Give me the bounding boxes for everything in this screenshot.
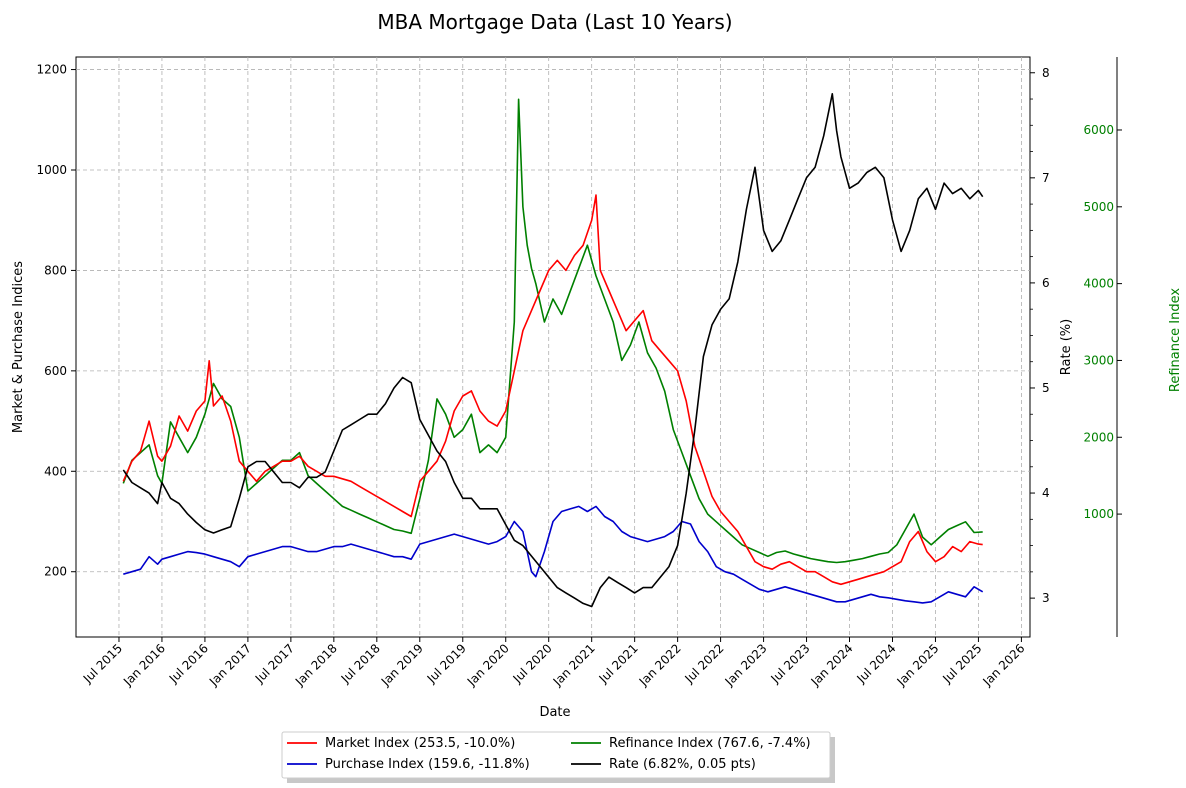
far-right-tick-label: 6000 <box>1083 123 1114 137</box>
purchase-index-line <box>123 505 984 604</box>
x-tick-label: Jan 2019 <box>378 641 426 689</box>
x-tick-label: Jul 2024 <box>853 641 898 686</box>
left-tick-label: 200 <box>44 565 67 579</box>
x-tick-label: Jul 2023 <box>768 641 813 686</box>
x-tick-label: Jul 2019 <box>424 641 469 686</box>
x-tick-label: Jul 2022 <box>682 641 727 686</box>
x-tick-label: Jul 2016 <box>166 641 211 686</box>
x-tick-label: Jan 2020 <box>464 641 512 689</box>
far-right-tick-label: 1000 <box>1083 507 1114 521</box>
x-tick-label: Jan 2018 <box>292 641 340 689</box>
right-tick-label: 3 <box>1042 591 1050 605</box>
market-index-line <box>122 194 983 586</box>
legend-box <box>281 731 831 779</box>
series-layer <box>122 93 984 608</box>
plot-frame <box>75 56 1031 638</box>
x-tick-label: Jul 2018 <box>338 641 383 686</box>
x-tick-label: Jul 2015 <box>80 641 125 686</box>
far-right-tick-label: 5000 <box>1083 200 1114 214</box>
right-axis-title: Rate (%) <box>1059 319 1074 375</box>
x-tick-label: Jul 2025 <box>939 641 984 686</box>
left-tick-label: 400 <box>44 464 67 478</box>
x-tick-label: Jul 2017 <box>252 641 297 686</box>
right-tick-label: 5 <box>1042 381 1050 395</box>
x-tick-label: Jan 2023 <box>722 641 770 689</box>
far-right-tick-label: 3000 <box>1083 353 1114 367</box>
rate-line <box>122 93 984 608</box>
chart-title: MBA Mortgage Data (Last 10 Years) <box>377 10 732 34</box>
x-axis-title: Date <box>539 705 570 720</box>
legend-label-purchase: Purchase Index (159.6, -11.8%) <box>325 757 530 772</box>
x-tick-label: Jan 2022 <box>636 641 684 689</box>
refinance-index-line <box>122 98 983 564</box>
legend-label-rate: Rate (6.82%, 0.05 pts) <box>609 757 756 772</box>
left-tick-label: 1200 <box>36 63 67 77</box>
x-tick-label: Jan 2024 <box>808 641 856 689</box>
x-tick-label: Jan 2016 <box>120 641 168 689</box>
legend-label-refinance: Refinance Index (767.6, -7.4%) <box>609 736 811 751</box>
left-tick-label: 1000 <box>36 163 67 177</box>
left-axis-title: Market & Purchase Indices <box>11 261 26 433</box>
right-tick-label: 4 <box>1042 486 1050 500</box>
legend: Market Index (253.5, -10.0%) Purchase In… <box>281 731 835 783</box>
x-tick-label: Jan 2021 <box>550 641 598 689</box>
right-tick-label: 8 <box>1042 66 1050 80</box>
x-tick-label: Jul 2021 <box>596 641 641 686</box>
grid-layer <box>76 57 1030 637</box>
left-tick-label: 800 <box>44 263 67 277</box>
right-tick-label: 7 <box>1042 171 1050 185</box>
far-right-tick-label: 2000 <box>1083 430 1114 444</box>
x-tick-label: Jan 2017 <box>206 641 254 689</box>
right-tick-label: 6 <box>1042 276 1050 290</box>
far-right-axis-title: Refinance Index <box>1168 288 1183 392</box>
legend-label-market: Market Index (253.5, -10.0%) <box>325 736 515 751</box>
x-tick-label: Jan 2025 <box>894 641 942 689</box>
x-tick-label: Jan 2026 <box>980 641 1028 689</box>
x-tick-label: Jul 2020 <box>510 641 555 686</box>
far-right-tick-label: 4000 <box>1083 277 1114 291</box>
left-tick-label: 600 <box>44 364 67 378</box>
